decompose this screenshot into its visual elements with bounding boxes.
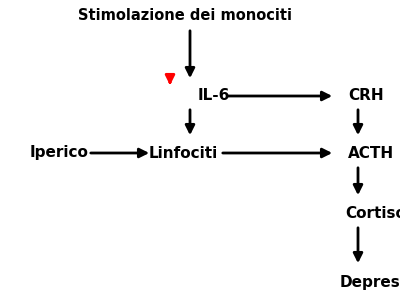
Text: Iperico: Iperico xyxy=(30,145,89,160)
Text: Linfociti: Linfociti xyxy=(148,145,218,160)
Text: ACTH: ACTH xyxy=(348,145,394,160)
Text: CRH: CRH xyxy=(348,88,384,104)
Text: Depressione: Depressione xyxy=(340,275,400,290)
Text: Stimolazione dei monociti: Stimolazione dei monociti xyxy=(78,8,292,23)
Text: IL-6: IL-6 xyxy=(198,88,230,104)
Text: Cortisolo: Cortisolo xyxy=(345,206,400,221)
